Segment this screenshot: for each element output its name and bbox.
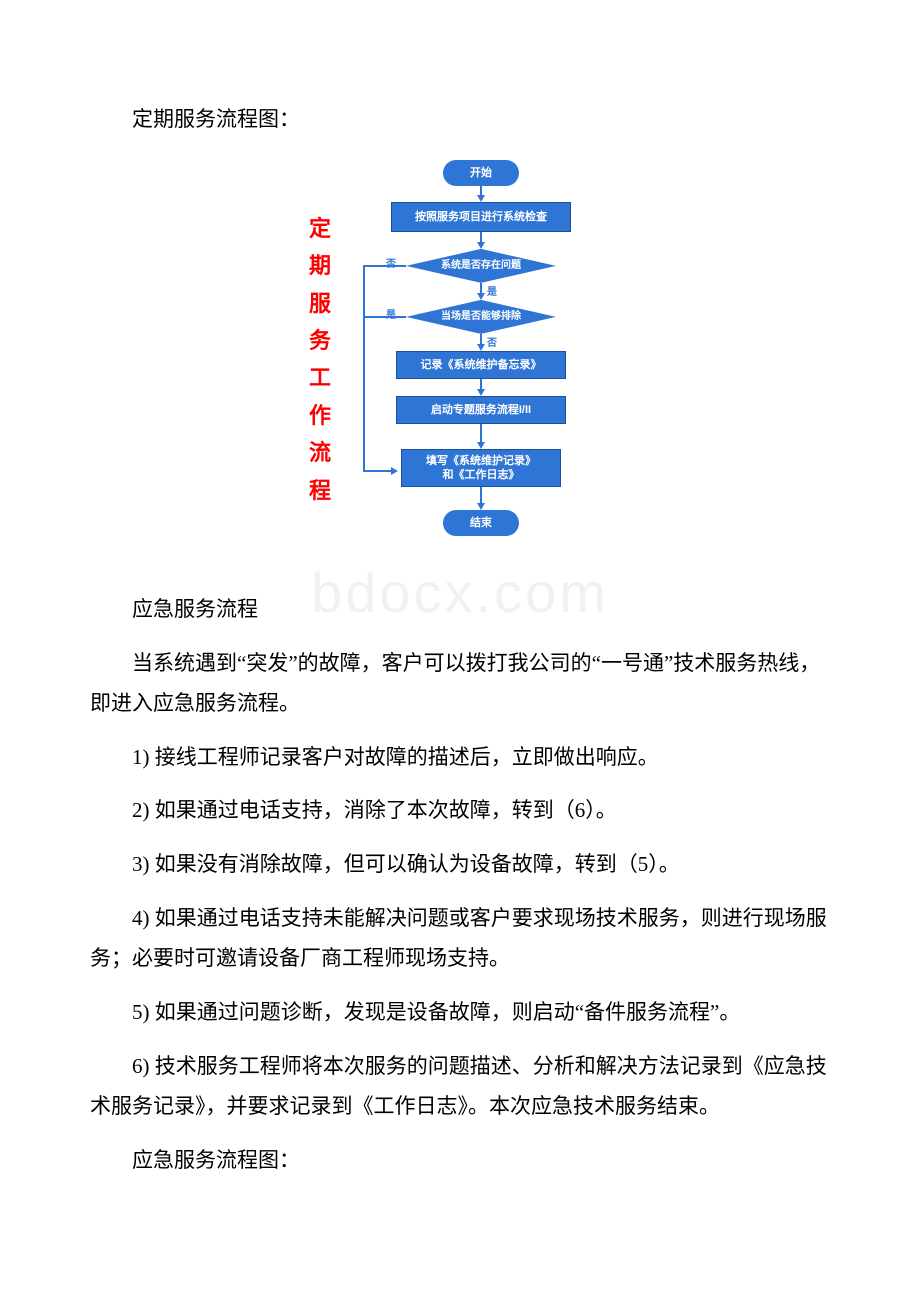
arrow-icon	[477, 242, 485, 249]
title-char: 期	[309, 247, 331, 284]
node-fill-record: 填写《系统维护记录》 和《工作日志》	[401, 449, 561, 487]
node-decision-onsite: 当场是否能够排除	[406, 300, 556, 334]
step-6: 6) 技术服务工程师将本次服务的问题描述、分析和解决方法记录到《应急技术服务记录…	[90, 1047, 830, 1127]
title-char: 工	[309, 359, 331, 396]
title-char: 服	[309, 285, 331, 322]
title-char: 定	[309, 210, 331, 247]
flowchart-diagram: 开始 按照服务项目进行系统检查 系统是否存在问题 否 是 当场是否能够排除 是 …	[351, 160, 611, 560]
step-2: 2) 如果通过电话支持，消除了本次故障，转到（6）。	[90, 791, 830, 831]
heading-emergency-flowchart: 应急服务流程图：	[90, 1141, 830, 1181]
flowchart-title-vertical: 定 期 服 务 工 作 流 程	[309, 210, 331, 509]
title-char: 程	[309, 472, 331, 509]
step-1: 1) 接线工程师记录客户对故障的描述后，立即做出响应。	[90, 738, 830, 778]
edge	[480, 424, 482, 444]
arrow-icon	[391, 467, 398, 475]
edge	[363, 316, 406, 318]
label-yes: 是	[487, 283, 497, 302]
arrow-icon	[477, 293, 485, 300]
step-4-text: 4) 如果通过电话支持未能解决问题或客户要求现场技术服务，则进行现场服务；必要时…	[90, 899, 830, 979]
edge	[363, 265, 365, 472]
para-intro: 当系统遇到“突发”的故障，客户可以拨打我公司的“一号通”技术服务热线，即进入应急…	[90, 644, 830, 724]
arrow-icon	[477, 195, 485, 202]
step-5-text: 5) 如果通过问题诊断，发现是设备故障，则启动“备件服务流程”。	[90, 993, 740, 1033]
step-6-text: 6) 技术服务工程师将本次服务的问题描述、分析和解决方法记录到《应急技术服务记录…	[90, 1047, 830, 1127]
arrow-icon	[477, 344, 485, 351]
node-end: 结束	[443, 510, 519, 536]
heading-emergency: 应急服务流程	[90, 590, 830, 630]
title-char: 务	[309, 322, 331, 359]
step-4: 4) 如果通过电话支持未能解决问题或客户要求现场技术服务，则进行现场服务；必要时…	[90, 899, 830, 979]
heading-periodic-flowchart: 定期服务流程图：	[90, 100, 830, 140]
intro-text: 当系统遇到“突发”的故障，客户可以拨打我公司的“一号通”技术服务热线，即进入应急…	[90, 644, 830, 724]
arrow-icon	[477, 389, 485, 396]
node-record-memo: 记录《系统维护备忘录》	[396, 351, 566, 379]
edge	[363, 470, 393, 472]
arrow-icon	[477, 442, 485, 449]
node-start: 开始	[443, 160, 519, 186]
node-decision-problem: 系统是否存在问题	[406, 249, 556, 283]
title-char: 流	[309, 434, 331, 471]
title-char: 作	[309, 397, 331, 434]
step-5: 5) 如果通过问题诊断，发现是设备故障，则启动“备件服务流程”。	[90, 993, 830, 1033]
flowchart-container: 定 期 服 务 工 作 流 程 开始 按照服务项目进行系统检查 系统是否存在问题…	[90, 160, 830, 560]
arrow-icon	[477, 503, 485, 510]
node-check: 按照服务项目进行系统检查	[391, 202, 571, 232]
node-launch: 启动专题服务流程I/II	[396, 396, 566, 424]
edge	[363, 265, 406, 267]
flowchart-inner: 定 期 服 务 工 作 流 程 开始 按照服务项目进行系统检查 系统是否存在问题…	[309, 160, 611, 560]
step-3: 3) 如果没有消除故障，但可以确认为设备故障，转到（5）。	[90, 845, 830, 885]
